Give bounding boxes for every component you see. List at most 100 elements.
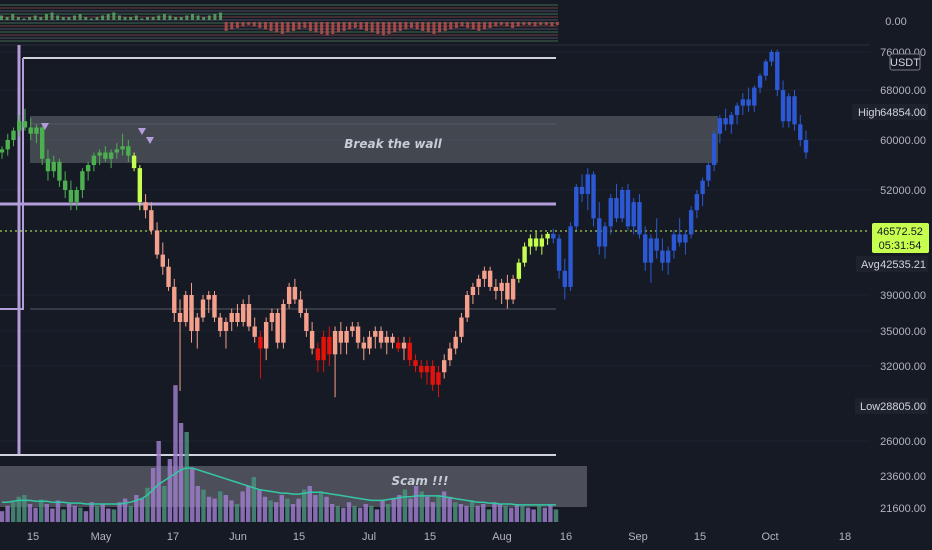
candle-body xyxy=(68,190,74,203)
candle-body xyxy=(763,61,768,76)
signal-marker xyxy=(146,137,154,144)
volume-bar xyxy=(94,505,100,522)
candle-body xyxy=(367,336,372,349)
volume-bar xyxy=(268,500,273,522)
indicator-bar xyxy=(550,22,554,27)
candle-body xyxy=(700,180,705,195)
indicator-bar xyxy=(241,22,245,27)
volume-bar xyxy=(145,487,150,522)
time-tick-label: 17 xyxy=(167,531,179,543)
volume-bar xyxy=(402,489,408,522)
candle-body xyxy=(275,313,280,343)
time-tick-label: 16 xyxy=(560,531,572,543)
candle-body xyxy=(447,348,453,361)
low-badge xyxy=(855,398,928,414)
candle-body xyxy=(499,282,504,291)
volume-bar xyxy=(553,509,559,522)
time-tick-label: 15 xyxy=(293,531,305,543)
price-tick-label: 26000.00 xyxy=(880,436,926,448)
candle-body xyxy=(355,326,361,343)
indicator-bar xyxy=(123,17,127,20)
currency-badge[interactable] xyxy=(889,53,921,71)
candle-body xyxy=(694,194,700,211)
candle-body xyxy=(436,372,441,385)
indicator-bar xyxy=(438,22,442,33)
indicator-bar xyxy=(359,22,363,30)
indicator-bar xyxy=(365,22,369,31)
indicator-bar xyxy=(202,17,206,20)
indicator-bar xyxy=(404,22,408,30)
candle-body xyxy=(585,174,590,195)
candle-body xyxy=(166,266,171,287)
indicator-bar xyxy=(449,22,453,30)
volume-bar xyxy=(469,500,475,522)
volume-bar xyxy=(537,505,542,522)
indicator-bar xyxy=(162,14,166,20)
candle-body xyxy=(361,342,366,349)
price-axis[interactable]: 0.00 76000.0068000.0060000.0052000.00425… xyxy=(852,0,932,550)
volume-bar xyxy=(122,498,128,522)
price-tick-label: 21600.00 xyxy=(880,503,926,515)
indicator-bar xyxy=(421,22,425,31)
indicator-bar xyxy=(320,22,324,34)
candle-body xyxy=(154,230,160,255)
candle-body xyxy=(654,238,659,251)
candle-body xyxy=(108,152,114,159)
indicator-bar xyxy=(539,22,543,25)
indicator-bar xyxy=(292,22,296,31)
indicator-bar xyxy=(505,22,509,27)
candle-body xyxy=(45,158,51,172)
volume-bar xyxy=(307,486,312,522)
candle-body xyxy=(591,174,596,219)
indicator-bar xyxy=(415,22,419,30)
avg-badge-value: 42535.21 xyxy=(880,259,926,271)
volume-bar xyxy=(162,486,167,522)
volume-bar xyxy=(16,496,21,522)
time-axis[interactable]: 15 May 17 Jun 15 Jul 15 Aug 16 Sep 15 Oct 18 xyxy=(0,522,870,550)
indicator-bar xyxy=(432,22,436,34)
volume-bar xyxy=(341,507,346,522)
volume-bar xyxy=(100,504,105,522)
candle-body xyxy=(671,234,677,251)
volume-bar xyxy=(184,432,189,522)
price-tick-label: 68000.00 xyxy=(880,85,926,97)
candle-body xyxy=(505,282,510,300)
candle-body xyxy=(533,238,539,247)
volume-bar xyxy=(346,502,352,522)
candle-body xyxy=(246,304,252,327)
indicator-bar xyxy=(73,15,77,20)
indicator-bar xyxy=(533,22,537,27)
candle-body xyxy=(464,295,470,318)
time-tick-label: Jun xyxy=(229,531,247,543)
candle-body xyxy=(189,295,194,331)
indicator-histogram xyxy=(0,12,559,36)
indicator-bar xyxy=(28,17,32,20)
volume-bar xyxy=(447,496,452,522)
indicator-bar xyxy=(353,22,357,28)
indicator-bar xyxy=(488,22,492,28)
volume-bar xyxy=(0,511,5,522)
candle-body xyxy=(384,336,389,343)
indicator-bar xyxy=(89,18,93,20)
candle-body xyxy=(298,299,303,313)
indicator-bar xyxy=(331,22,335,34)
volume-bar xyxy=(134,495,139,522)
time-tick-label: Aug xyxy=(492,531,512,543)
candle-body xyxy=(103,152,108,159)
indicator-panel-bg xyxy=(0,0,560,44)
indicator-bar xyxy=(50,12,54,20)
candle-body xyxy=(757,75,763,88)
volume-bar xyxy=(10,502,16,522)
volume-bar xyxy=(66,504,72,522)
volume-bar xyxy=(352,505,357,522)
volume-bar xyxy=(318,491,324,522)
candle-body xyxy=(149,210,154,231)
candle-body xyxy=(786,96,791,122)
candle-body xyxy=(487,270,493,287)
candle-body xyxy=(390,336,395,343)
volume-bar xyxy=(385,504,391,522)
candle-body xyxy=(85,165,91,172)
volume-bar xyxy=(514,504,520,522)
